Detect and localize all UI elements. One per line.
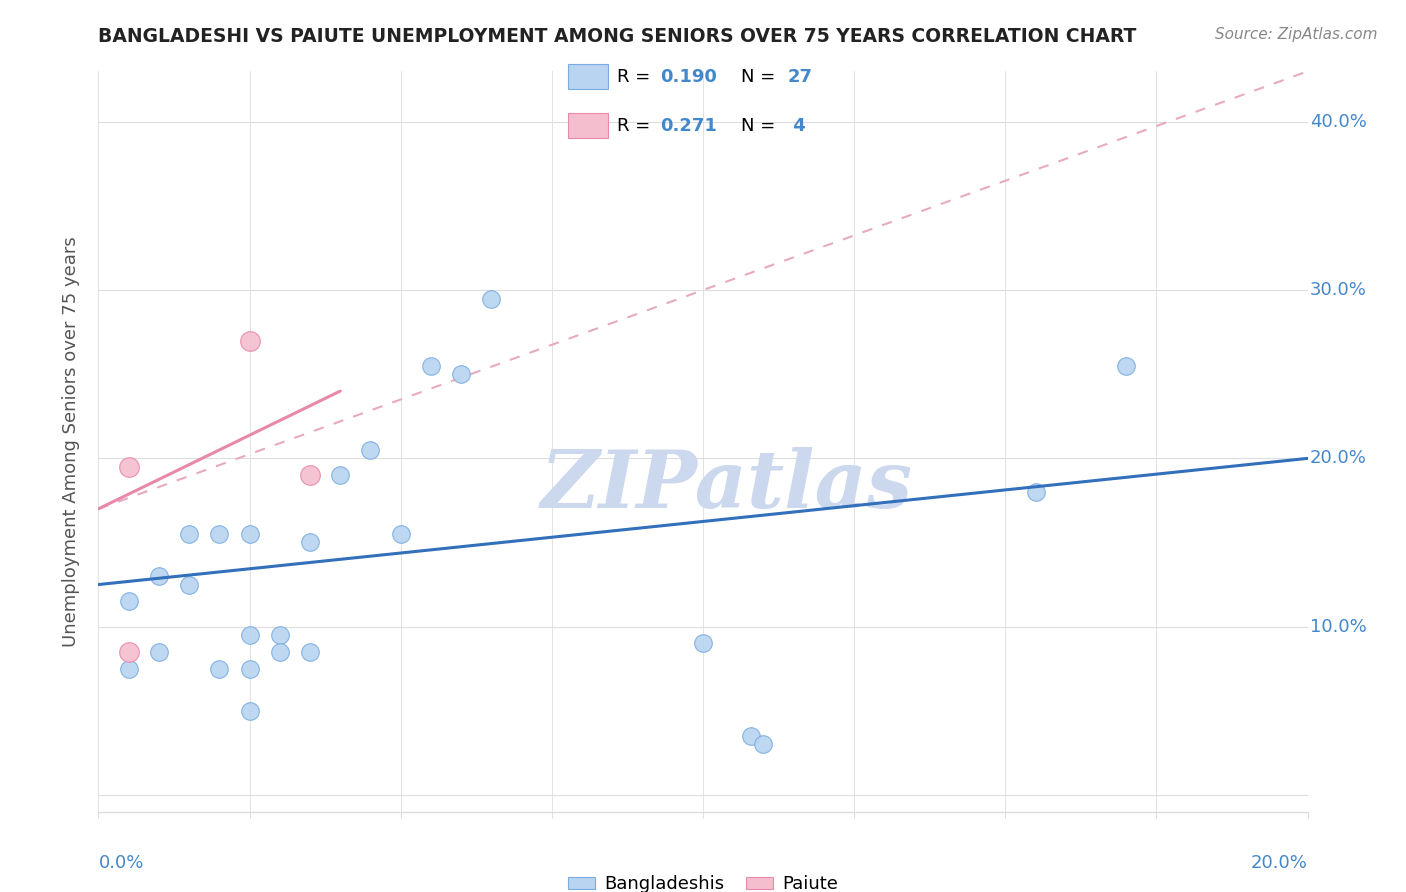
Text: N =: N = <box>741 117 780 135</box>
Point <box>1024 485 1046 500</box>
Text: 40.0%: 40.0% <box>1310 113 1367 131</box>
Text: 20.0%: 20.0% <box>1310 450 1367 467</box>
Text: R =: R = <box>617 117 657 135</box>
Point <box>752 738 775 752</box>
Text: 0.190: 0.190 <box>661 68 717 86</box>
Point <box>299 468 322 483</box>
Legend: Bangladeshis, Paiute: Bangladeshis, Paiute <box>561 868 845 892</box>
Point <box>148 645 170 659</box>
Point <box>208 527 231 541</box>
Point <box>148 569 170 583</box>
FancyBboxPatch shape <box>568 64 607 89</box>
Text: 4: 4 <box>787 117 806 135</box>
Point <box>1115 359 1137 373</box>
Text: 10.0%: 10.0% <box>1310 617 1367 636</box>
Point <box>118 459 141 474</box>
Point <box>740 729 762 743</box>
Point <box>329 468 352 483</box>
Point <box>389 527 412 541</box>
Y-axis label: Unemployment Among Seniors over 75 years: Unemployment Among Seniors over 75 years <box>62 236 80 647</box>
Point <box>118 645 141 659</box>
Text: 0.271: 0.271 <box>661 117 717 135</box>
Point <box>239 662 262 676</box>
Point <box>239 628 262 642</box>
Point <box>481 292 503 306</box>
Point <box>118 594 141 608</box>
Point <box>299 535 322 549</box>
Point <box>360 442 382 457</box>
FancyBboxPatch shape <box>568 113 607 138</box>
Text: N =: N = <box>741 68 780 86</box>
Point <box>692 636 714 650</box>
Text: BANGLADESHI VS PAIUTE UNEMPLOYMENT AMONG SENIORS OVER 75 YEARS CORRELATION CHART: BANGLADESHI VS PAIUTE UNEMPLOYMENT AMONG… <box>98 27 1137 45</box>
Point <box>239 334 262 348</box>
Text: Source: ZipAtlas.com: Source: ZipAtlas.com <box>1215 27 1378 42</box>
Text: ZIPatlas: ZIPatlas <box>541 447 914 524</box>
Text: 30.0%: 30.0% <box>1310 281 1367 299</box>
Text: 0.0%: 0.0% <box>98 854 143 871</box>
Point <box>118 662 141 676</box>
Point <box>269 645 291 659</box>
Point <box>450 368 472 382</box>
Point <box>269 628 291 642</box>
Point <box>239 527 262 541</box>
Text: 27: 27 <box>787 68 813 86</box>
Text: 20.0%: 20.0% <box>1251 854 1308 871</box>
Point <box>419 359 441 373</box>
Point <box>177 577 201 591</box>
Point <box>208 662 231 676</box>
Point <box>239 704 262 718</box>
Point <box>177 527 201 541</box>
Text: R =: R = <box>617 68 657 86</box>
Point <box>299 645 322 659</box>
